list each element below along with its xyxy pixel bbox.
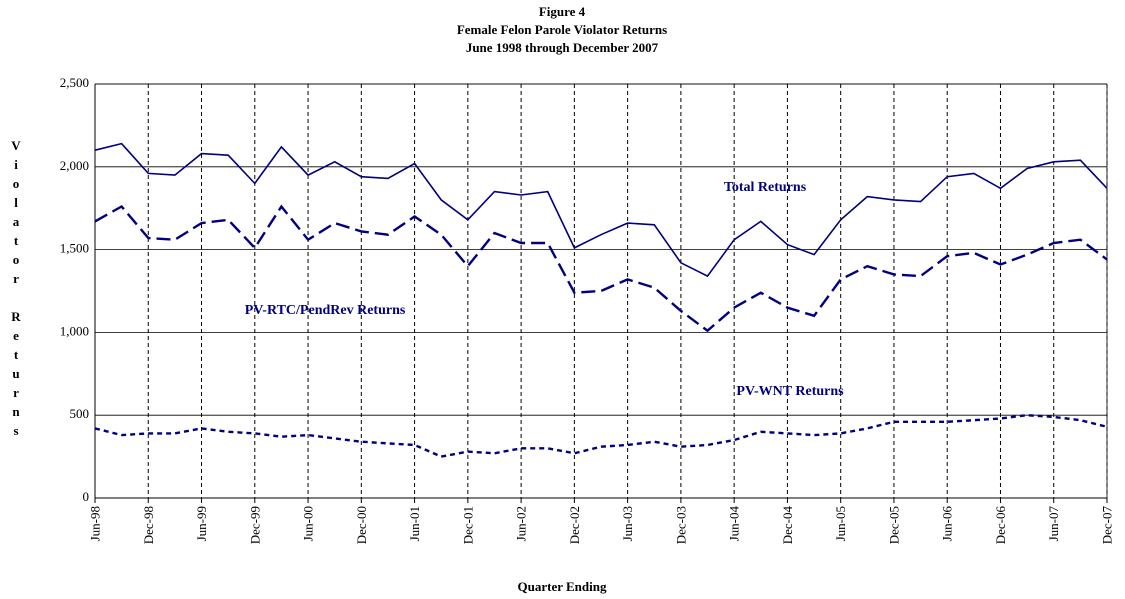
x-axis-label: Quarter Ending xyxy=(518,579,607,594)
y-tick-label: 2,000 xyxy=(60,158,89,173)
x-tick-label: Jun-02 xyxy=(514,506,529,541)
x-tick-label: Dec-02 xyxy=(567,506,582,544)
x-tick-label: Dec-00 xyxy=(354,506,369,544)
x-tick-label: Dec-99 xyxy=(247,506,262,544)
y-tick-label: 500 xyxy=(70,406,90,421)
series-line xyxy=(94,142,1108,278)
x-tick-label: Dec-04 xyxy=(780,506,795,545)
x-tick-label: Dec-98 xyxy=(141,506,156,544)
x-tick-label: Dec-05 xyxy=(886,506,901,544)
x-tick-label: Jun-07 xyxy=(1046,506,1061,542)
y-tick-label: 1,000 xyxy=(60,323,89,338)
x-tick-label: Dec-07 xyxy=(1100,506,1115,545)
x-tick-label: Jun-03 xyxy=(620,506,635,541)
x-tick-label: Jun-04 xyxy=(727,506,742,542)
legend-label: PV-WNT Returns xyxy=(736,384,844,399)
y-tick-label: 1,500 xyxy=(60,241,89,256)
x-tick-label: Dec-01 xyxy=(460,506,475,544)
x-tick-label: Jun-99 xyxy=(194,506,209,541)
chart-title: Figure 4 xyxy=(539,4,586,19)
series-line xyxy=(94,413,1108,458)
legend-label: PV-RTC/PendRev Returns xyxy=(245,303,406,318)
y-axis-label: Violator Returns xyxy=(9,138,24,442)
x-tick-label: Dec-06 xyxy=(993,506,1008,545)
x-tick-label: Dec-03 xyxy=(673,506,688,544)
y-tick-label: 0 xyxy=(83,489,90,504)
chart-subtitle: Female Felon Parole Violator Returns xyxy=(457,22,667,37)
legend-label: Total Returns xyxy=(724,180,807,195)
x-tick-label: Jun-00 xyxy=(301,506,316,541)
x-tick-label: Jun-06 xyxy=(940,506,955,542)
y-tick-label: 2,500 xyxy=(60,75,89,90)
x-tick-label: Jun-01 xyxy=(407,506,422,541)
x-tick-label: Jun-05 xyxy=(833,506,848,541)
chart-subtitle: June 1998 through December 2007 xyxy=(466,40,659,55)
series-line xyxy=(94,204,1108,333)
x-tick-label: Jun-98 xyxy=(88,506,103,541)
